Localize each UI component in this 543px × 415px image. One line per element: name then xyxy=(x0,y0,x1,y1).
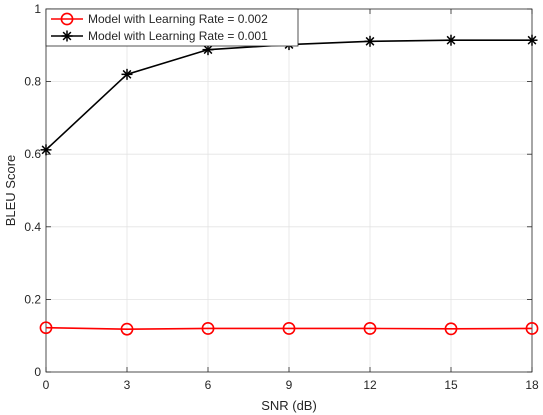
y-tick-label: 0 xyxy=(34,365,41,379)
legend-marker xyxy=(60,12,74,26)
x-tick-label: 18 xyxy=(525,378,539,392)
data-point xyxy=(121,68,133,80)
data-point xyxy=(39,321,53,335)
x-tick-label: 3 xyxy=(124,378,131,392)
legend-marker xyxy=(61,30,73,42)
data-point xyxy=(120,322,134,336)
legend-label: Model with Learning Rate = 0.001 xyxy=(88,29,268,43)
y-tick-label: 1 xyxy=(34,2,41,16)
data-point xyxy=(40,144,52,156)
x-axis-label: SNR (dB) xyxy=(261,398,317,413)
legend-entry: Model with Learning Rate = 0.002 xyxy=(51,12,268,26)
y-tick-label: 0.6 xyxy=(24,147,41,161)
series-line xyxy=(45,326,533,330)
data-point xyxy=(444,322,458,336)
data-point xyxy=(526,34,538,46)
legend: Model with Learning Rate = 0.002 Model wi… xyxy=(45,8,299,47)
legend-box xyxy=(45,8,299,47)
legend-label: Model with Learning Rate = 0.002 xyxy=(88,12,268,26)
y-tick-label: 0.8 xyxy=(24,75,41,89)
x-tick-label: 6 xyxy=(205,378,212,392)
data-point xyxy=(363,322,377,335)
data-point xyxy=(282,322,296,335)
x-tick-label: 9 xyxy=(286,378,293,392)
legend-entry: Model with Learning Rate = 0.001 xyxy=(51,29,268,43)
data-point xyxy=(525,322,539,335)
x-tick-label: 12 xyxy=(363,378,377,392)
y-tick-label: 0.4 xyxy=(24,220,41,234)
series-1 xyxy=(39,321,539,336)
x-tick-label: 0 xyxy=(43,378,50,392)
data-point xyxy=(445,34,457,46)
data-point xyxy=(201,322,215,335)
x-tick-label: 15 xyxy=(444,378,458,392)
data-point xyxy=(364,35,376,47)
y-tick-label: 0.2 xyxy=(24,292,41,306)
y-axis-label: BLEU Score xyxy=(3,155,18,227)
